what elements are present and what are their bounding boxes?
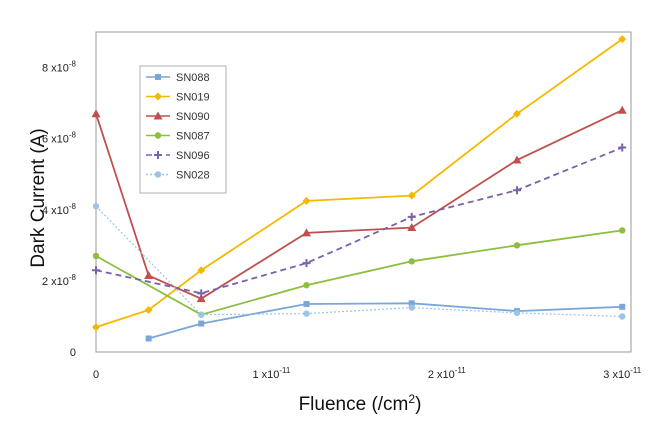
x-tick-label: 0 xyxy=(93,369,99,381)
legend-marker xyxy=(154,151,162,159)
data-point xyxy=(408,258,415,265)
data-point xyxy=(408,300,415,307)
data-point xyxy=(144,306,153,315)
legend-marker xyxy=(153,111,163,120)
series-sn096 xyxy=(92,143,627,298)
data-point xyxy=(302,196,311,205)
x-axis-ticks: 0 1 x10-11 2 x10-11 3 x10-11 xyxy=(93,366,642,381)
data-point xyxy=(92,323,100,332)
series-sn028 xyxy=(92,203,626,320)
legend-marker xyxy=(154,171,162,178)
data-point xyxy=(619,227,626,234)
data-point xyxy=(407,191,416,200)
data-point xyxy=(303,301,310,307)
data-point xyxy=(303,310,310,317)
x-tick-label: 3 x10-11 xyxy=(603,366,641,381)
legend-box xyxy=(139,65,227,194)
data-point xyxy=(618,143,627,152)
series-line-sn028 xyxy=(95,205,623,317)
x-axis-title-sup: 2 xyxy=(408,392,415,406)
data-point xyxy=(196,294,206,303)
data-point xyxy=(303,281,310,289)
data-point xyxy=(301,228,311,237)
data-point xyxy=(513,242,521,249)
legend-label: SN087 xyxy=(176,131,210,143)
data-point xyxy=(512,186,521,195)
series-line-sn087 xyxy=(95,229,623,316)
data-point xyxy=(198,320,205,327)
data-point xyxy=(512,109,521,118)
data-point xyxy=(617,105,627,114)
y-tick-label: 4 x10-8 xyxy=(42,202,77,217)
data-point xyxy=(619,303,626,310)
data-point xyxy=(92,266,100,275)
data-point xyxy=(92,203,100,210)
series-line-sn088 xyxy=(148,302,623,340)
x-tick-label: 2 x10-11 xyxy=(428,366,466,381)
legend-item: SN019 xyxy=(146,92,210,104)
data-point xyxy=(619,313,626,320)
legend-label: SN019 xyxy=(176,92,210,104)
legend-item: SN096 xyxy=(146,150,210,162)
y-axis-ticks: 0 2 x10-8 4 x10-8 6 x10-8 8 x10-8 xyxy=(42,60,77,359)
y-tick-label: 8 x10-8 xyxy=(42,60,77,75)
series-line-sn096 xyxy=(95,146,623,295)
data-point xyxy=(197,289,206,298)
x-tick-label: 1 x10-11 xyxy=(252,366,290,381)
legend-label: SN096 xyxy=(176,150,210,162)
data-point xyxy=(197,266,206,275)
data-point xyxy=(198,311,205,318)
x-axis-title: Fluence (/cm2) xyxy=(299,392,422,415)
y-tick-label: 6 x10-8 xyxy=(42,131,77,146)
data-point xyxy=(407,212,416,221)
y-axis-title: Dark Current (A) xyxy=(28,128,49,267)
data-point xyxy=(618,35,627,44)
legend-label: SN088 xyxy=(176,72,210,84)
data-point xyxy=(145,335,152,342)
legend-item: SN087 xyxy=(146,131,210,143)
legend: SN088 SN019 SN090 SN087 SN096 SN028 xyxy=(139,65,227,194)
legend-item: SN088 xyxy=(146,72,210,84)
series-layer xyxy=(91,35,627,342)
y-tick-label: 0 xyxy=(70,347,76,359)
data-point xyxy=(302,259,311,268)
legend-label: SN090 xyxy=(176,111,210,123)
legend-marker xyxy=(154,132,162,139)
legend-item: SN090 xyxy=(146,111,210,123)
x-axis-title-tail: ) xyxy=(415,394,421,415)
data-point xyxy=(144,271,154,280)
series-sn087 xyxy=(92,227,626,318)
data-point xyxy=(512,155,522,164)
y-tick-label: 2 x10-8 xyxy=(42,273,77,288)
data-point xyxy=(407,223,417,232)
series-sn019 xyxy=(92,35,627,332)
legend-marker xyxy=(154,92,162,101)
data-point xyxy=(513,309,521,317)
data-point xyxy=(91,109,101,118)
legend-item: SN028 xyxy=(146,170,210,182)
data-point xyxy=(92,252,100,260)
series-sn090 xyxy=(91,105,627,303)
x-axis-title-main: Fluence (/cm xyxy=(299,394,409,415)
legend-marker xyxy=(155,74,161,80)
legend-label: SN028 xyxy=(176,170,210,182)
data-point xyxy=(408,304,415,311)
